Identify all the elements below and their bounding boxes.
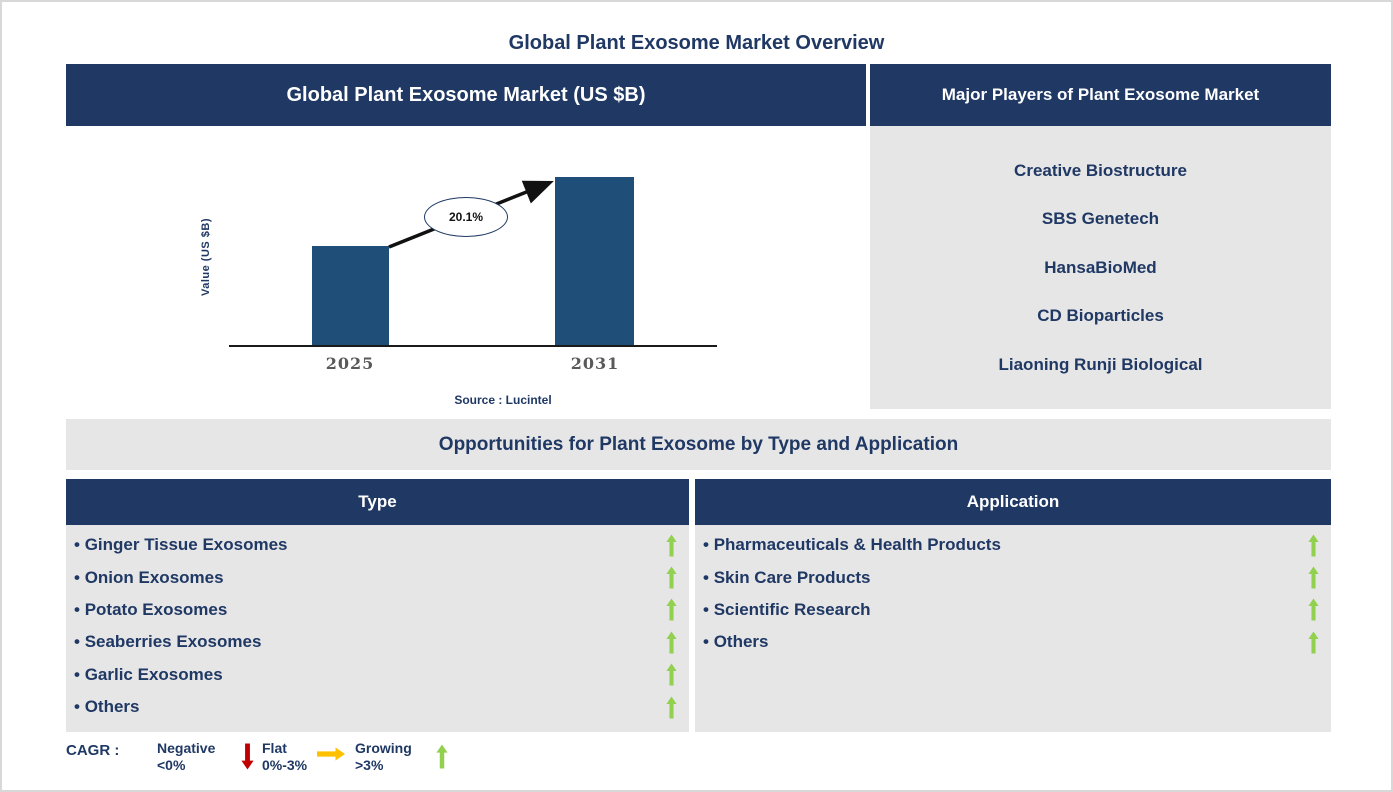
type-header-label: Type xyxy=(358,492,397,511)
list-item-label: Scientific Research xyxy=(703,600,871,620)
legend-entry-negative: Negative <0% xyxy=(157,740,215,774)
legend-label: Negative xyxy=(157,740,216,756)
source-note: Source : Lucintel xyxy=(454,393,552,407)
player-name: CD Bioparticles xyxy=(1037,306,1164,325)
application-list: Pharmaceuticals & Health Products Skin C… xyxy=(695,525,1331,732)
application-header-label: Application xyxy=(966,492,1060,511)
x-tick-2025: 2025 xyxy=(325,354,375,373)
player-name: Creative Biostructure xyxy=(1014,160,1187,180)
player-name: SBS Genetech xyxy=(1041,209,1160,228)
legend-range: <0% xyxy=(157,757,186,773)
growing-arrow-icon xyxy=(1308,565,1319,590)
major-players-list: Creative Biostructure SBS Genetech Hansa… xyxy=(870,126,1331,409)
list-item: Others xyxy=(695,626,1331,658)
growing-arrow-icon xyxy=(1308,597,1319,622)
legend-label: Flat xyxy=(262,740,287,756)
list-item: Scientific Research xyxy=(695,594,1331,626)
application-header: Application xyxy=(695,479,1331,525)
x-tick-2031: 2031 xyxy=(570,354,620,373)
growing-arrow-icon xyxy=(1308,630,1319,655)
list-item: Seaberries Exosomes xyxy=(66,626,689,658)
growing-arrow-icon xyxy=(666,597,677,622)
cagr-legend-title: CAGR : xyxy=(66,742,120,759)
list-item-label: Skin Care Products xyxy=(703,568,871,588)
major-players-header: Major Players of Plant Exosome Market xyxy=(870,64,1331,126)
list-item-label: Onion Exosomes xyxy=(74,568,224,588)
growth-rate-value: 20.1% xyxy=(448,210,484,224)
flat-right-arrow-icon xyxy=(317,747,345,766)
market-chart-header: Global Plant Exosome Market (US $B) xyxy=(66,64,866,126)
growing-arrow-icon xyxy=(666,565,677,590)
list-item: Others xyxy=(66,691,689,723)
x-axis-line xyxy=(229,345,717,347)
application-panel: Application Pharmaceuticals & Health Pro… xyxy=(695,479,1331,732)
type-header: Type xyxy=(66,479,689,525)
growing-arrow-icon xyxy=(1308,533,1319,558)
bar-2031 xyxy=(555,177,634,346)
list-item: Ginger Tissue Exosomes xyxy=(66,529,689,561)
list-item: Skin Care Products xyxy=(695,561,1331,593)
growing-arrow-icon xyxy=(666,630,677,655)
list-item-label: Others xyxy=(74,697,140,717)
market-chart-header-label: Global Plant Exosome Market (US $B) xyxy=(286,83,646,106)
legend-label: Growing xyxy=(355,740,412,756)
major-players-header-label: Major Players of Plant Exosome Market xyxy=(941,85,1260,104)
type-panel: Type Ginger Tissue Exosomes Onion Exosom… xyxy=(66,479,689,732)
list-item-label: Ginger Tissue Exosomes xyxy=(74,535,288,555)
list-item: Garlic Exosomes xyxy=(66,659,689,691)
list-item: Onion Exosomes xyxy=(66,561,689,593)
opportunities-banner-label: Opportunities for Plant Exosome by Type … xyxy=(438,433,959,455)
legend-entry-growing: Growing >3% xyxy=(355,740,412,774)
list-item-label: Others xyxy=(703,632,769,652)
list-item-label: Seaberries Exosomes xyxy=(74,632,262,652)
growing-arrow-icon xyxy=(666,533,677,558)
legend-range: 0%-3% xyxy=(262,757,308,773)
negative-down-arrow-icon xyxy=(241,742,254,776)
list-item-label: Potato Exosomes xyxy=(74,600,228,620)
list-item-label: Garlic Exosomes xyxy=(74,665,223,685)
growth-rate-badge: 20.1% xyxy=(424,197,508,237)
list-item: Potato Exosomes xyxy=(66,594,689,626)
cagr-legend: CAGR : Negative <0% Flat 0%-3% Growing >… xyxy=(66,738,686,784)
page-title: Global Plant Exosome Market Overview xyxy=(508,32,885,54)
player-name: HansaBioMed xyxy=(1044,257,1157,277)
growing-arrow-icon xyxy=(666,695,677,720)
legend-range: >3% xyxy=(355,757,384,773)
growing-arrow-icon xyxy=(666,662,677,687)
legend-entry-flat: Flat 0%-3% xyxy=(262,740,307,774)
bar-2025 xyxy=(312,246,389,346)
growing-up-arrow-icon xyxy=(436,742,448,776)
growth-arrow xyxy=(388,180,554,249)
player-name: Liaoning Runji Biological xyxy=(998,354,1203,374)
market-bar-chart: Value (US $B) 20.1% 2025 2031 Source : L… xyxy=(66,126,866,414)
list-item: Pharmaceuticals & Health Products xyxy=(695,529,1331,561)
list-item-label: Pharmaceuticals & Health Products xyxy=(703,535,1001,555)
opportunities-banner: Opportunities for Plant Exosome by Type … xyxy=(66,419,1331,470)
type-list: Ginger Tissue Exosomes Onion Exosomes Po… xyxy=(66,525,689,732)
